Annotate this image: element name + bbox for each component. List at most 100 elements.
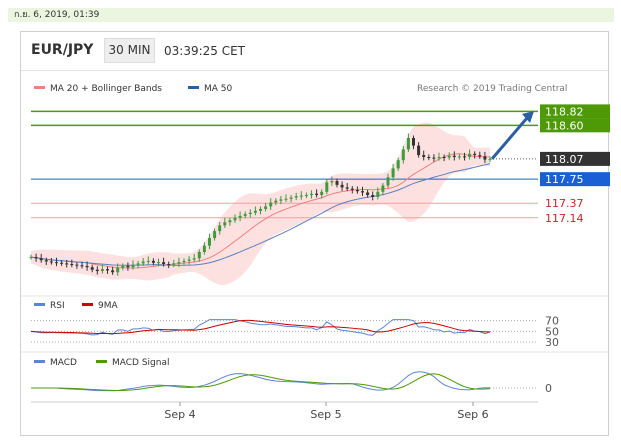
- level-tag-resistance-1: [540, 118, 610, 133]
- candle-body: [437, 157, 441, 159]
- header-divider: [21, 70, 608, 71]
- candle-body: [55, 262, 58, 264]
- legend-macd-label: MACD: [50, 358, 77, 368]
- legend-ma50-label: MA 50: [204, 84, 233, 94]
- timestamp-bar: ก.ย. 6, 2019, 01:39: [8, 8, 614, 22]
- candle-body: [432, 157, 436, 159]
- candle-body: [90, 267, 94, 270]
- candle-body: [259, 208, 262, 211]
- candle-body: [274, 200, 278, 203]
- level-tag-support-1: [540, 172, 610, 187]
- candle-body: [391, 168, 395, 178]
- level-label-support-1: 117.75: [545, 173, 584, 186]
- candle-body: [39, 258, 43, 261]
- candle-body: [264, 206, 268, 209]
- level-label-resistance-2: 118.82: [545, 105, 584, 118]
- candle-body: [289, 197, 293, 199]
- candle-body: [223, 222, 227, 226]
- candle-body: [396, 160, 400, 169]
- legend-ma20-label: MA 20 + Bollinger Bands: [50, 84, 162, 94]
- candle-body: [463, 156, 466, 158]
- candle-body: [141, 261, 145, 264]
- candle-body: [483, 156, 487, 160]
- candle-body: [468, 153, 472, 157]
- candle-body: [269, 202, 273, 207]
- candle-body: [422, 155, 426, 157]
- rsi-level-label-50: 50: [545, 325, 559, 338]
- candle-body: [253, 210, 257, 213]
- candle-body: [452, 155, 456, 157]
- candle-body: [44, 260, 48, 262]
- candle-body: [60, 262, 64, 264]
- candle-body: [157, 262, 160, 264]
- clock: 03:39:25 CET: [164, 44, 245, 58]
- candle-body: [279, 199, 283, 201]
- candle-body: [310, 193, 313, 195]
- candle-body: [478, 155, 482, 157]
- candle-body: [95, 269, 99, 271]
- rsi-level-label-70: 70: [545, 315, 559, 328]
- candle-body: [381, 185, 385, 192]
- chart-header: EUR/JPY 30 MIN 03:39:25 CET: [21, 32, 608, 70]
- candle-body: [412, 138, 415, 146]
- timestamp: ก.ย. 6, 2019, 01:39: [14, 10, 100, 20]
- candle-body: [167, 264, 171, 266]
- level-label-target-1: 117.37: [545, 197, 584, 210]
- candle-body: [417, 145, 421, 156]
- chart-panel: EUR/JPY 30 MIN 03:39:25 CET: [20, 31, 609, 436]
- rsi-signal-line: [30, 319, 491, 335]
- macd-zero-label: 0: [545, 382, 552, 395]
- macd-signal-swatch: [96, 360, 107, 363]
- candle-body: [330, 181, 334, 183]
- candle-body: [284, 198, 288, 200]
- candle-body: [172, 263, 176, 265]
- candle-body: [75, 264, 79, 266]
- candle-body: [85, 265, 89, 268]
- candle-body: [29, 257, 33, 259]
- candle-body: [325, 182, 329, 192]
- forecast-arrow-line: [490, 117, 529, 160]
- ma50-line: [30, 163, 491, 266]
- candle-body: [345, 187, 349, 189]
- timeframe-button[interactable]: 30 MIN: [104, 38, 155, 63]
- candle-body: [213, 231, 217, 239]
- candle-body: [401, 149, 405, 161]
- candle-body: [228, 220, 232, 223]
- ma20-swatch: [34, 86, 45, 89]
- candle-body: [197, 252, 201, 259]
- candle-body: [106, 269, 109, 271]
- candle-body: [111, 270, 115, 273]
- candle-body: [473, 153, 477, 156]
- legend-rsi: RSI: [34, 301, 65, 311]
- legend-macd-signal-label: MACD Signal: [112, 358, 170, 368]
- x-tick-label: Sep 5: [310, 408, 341, 421]
- candle-body: [177, 262, 181, 264]
- candle-body: [136, 263, 140, 265]
- legend-rsi-signal-label: 9MA: [98, 301, 118, 311]
- candle-body: [121, 265, 125, 268]
- candle-body: [187, 259, 191, 261]
- candle-body: [243, 214, 247, 216]
- candle-body: [386, 177, 390, 186]
- level-label-last-price: 118.07: [545, 153, 584, 166]
- candle-body: [457, 156, 461, 158]
- candle-body: [162, 262, 166, 265]
- ma50-swatch: [188, 86, 199, 89]
- currency-pair: EUR/JPY: [31, 42, 94, 58]
- candle-body: [146, 260, 150, 262]
- bollinger-band: [31, 122, 490, 285]
- candle-body: [49, 261, 53, 263]
- candle-body: [100, 269, 104, 271]
- legend-ma20: MA 20 + Bollinger Bands: [34, 84, 162, 94]
- candle-body: [361, 191, 364, 193]
- legend-rsi-signal: 9MA: [82, 301, 118, 311]
- candle-body: [350, 188, 354, 190]
- candle-body: [65, 263, 69, 265]
- candle-body: [192, 258, 196, 260]
- candle-body: [371, 195, 375, 197]
- candle-body: [447, 155, 451, 158]
- macd-signal-line: [31, 373, 491, 392]
- x-tick-label: Sep 6: [457, 408, 488, 421]
- legend-macd-signal: MACD Signal: [96, 358, 170, 368]
- x-tick-label: Sep 4: [164, 408, 195, 421]
